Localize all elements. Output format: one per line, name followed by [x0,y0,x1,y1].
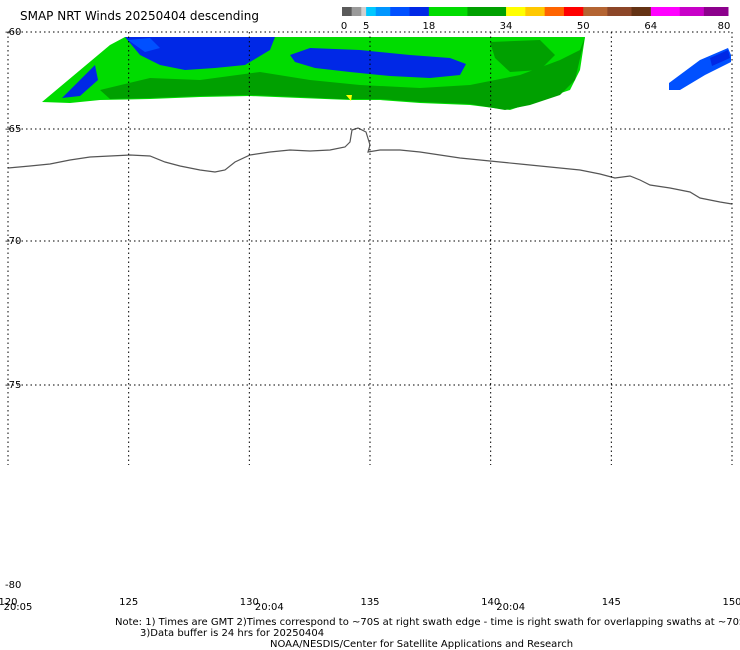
colorbar-segment [409,7,430,16]
colorbar-segment [544,7,565,16]
longitude-tick-label: 145 [602,597,621,608]
latitude-tick-label: -80 [5,580,21,591]
colorbar-segment [366,7,377,16]
colorbar-segment [650,7,681,16]
swath-time-label: 20:05 [4,602,33,613]
latitude-tick-label: -60 [5,27,21,38]
colorbar-tick-label: 64 [644,21,657,32]
map-title: SMAP NRT Winds 20250404 descending [20,9,259,23]
latitude-tick-label: -70 [5,236,21,247]
swath-blue-top [125,37,275,70]
lat-lon-grid [7,31,733,465]
latitude-labels: -60 -65 -70 -75 -80 [5,27,21,591]
colorbar-segment [428,7,468,16]
colorbar-segment [342,7,353,16]
swath-blue-right [290,48,466,78]
colorbar-segment [467,7,507,16]
swath-blue-light-top [128,38,160,52]
colorbar-segment [525,7,546,16]
wind-swath [42,37,731,110]
colorbar-segment [563,7,584,16]
swath-blue-left [62,65,98,98]
longitude-tick-label: 130 [240,597,259,608]
swath-time-label: 20:04 [255,602,284,613]
colorbar-tick-labels: 0 5 18 34 50 64 80 [341,21,731,32]
swath-time-label: 20:04 [496,602,525,613]
colorbar-tick-label: 50 [577,21,590,32]
longitude-tick-label: 125 [119,597,138,608]
colorbar-tick-label: 80 [718,21,731,32]
colorbar-segment [351,7,362,16]
swath-time-labels: 20:05 20:04 20:04 [4,602,525,613]
colorbar-tick-label: 5 [363,21,369,32]
longitude-tick-label: 140 [481,597,500,608]
colorbar-segment [361,7,367,16]
swath-darkgreen-patch [490,40,555,72]
colorbar-tick-label: 18 [422,21,435,32]
longitude-tick-label: 120 [0,597,18,608]
colorbar-segment [631,7,652,16]
colorbar-segment [583,7,608,16]
longitude-tick-label: 135 [360,597,379,608]
colorbar-segment [679,7,705,16]
colorbar-segment [390,7,411,16]
swath-small-right-inner [710,50,730,66]
colorbar-segment [607,7,632,16]
latitude-tick-label: -75 [5,380,21,391]
colorbar-tick-label: 0 [341,21,347,32]
swath-yellow-speck [346,95,352,101]
colorbar-segment [375,7,391,16]
coastline [7,127,733,205]
colorbar-segment [506,7,526,16]
colorbar-segment [703,7,729,16]
longitude-tick-label: 150 [722,597,740,608]
colorbar-tick-label: 34 [500,21,513,32]
wind-speed-colorbar [342,7,729,16]
longitude-labels: 120 125 130 135 140 145 150 [0,597,740,608]
latitude-tick-label: -65 [5,124,21,135]
swath-darkgreen-region [100,37,585,110]
footer-credit: NOAA/NESDIS/Center for Satellite Applica… [270,639,573,650]
footer-note-1: Note: 1) Times are GMT 2)Times correspon… [115,617,740,628]
footer-note-2: 3)Data buffer is 24 hrs for 20250404 [140,628,324,639]
